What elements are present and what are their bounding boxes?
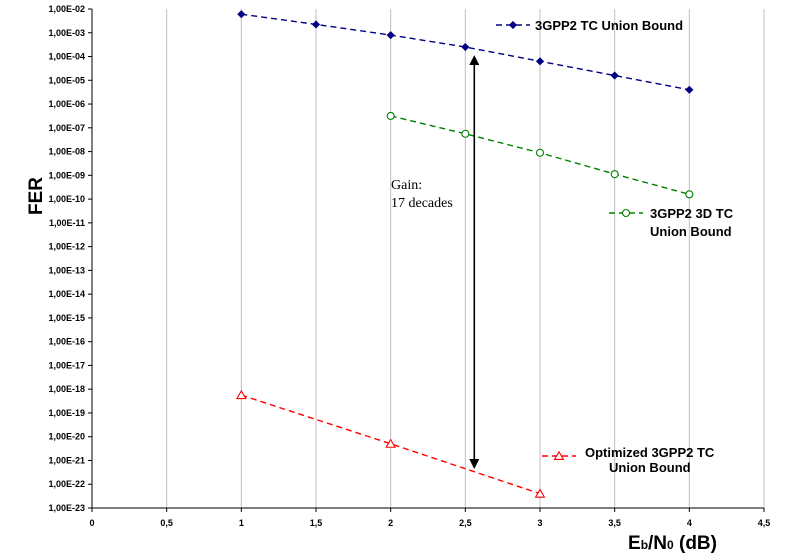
x-tick-labels: 0 0,5 1 1,5 2 2,5 3 3,5 4 4,5 [89,518,770,528]
legend-item-2: 3GPP2 3D TC Union Bound [609,206,734,239]
data-point [535,148,545,157]
x-axis-label-n: /N [648,533,667,554]
x-tick-label: 0,5 [160,518,173,528]
x-axis-label: Eb/N0 (dB) [628,533,717,554]
legend-label: Optimized 3GPP2 TC [585,445,715,460]
legend-swatch-marker [621,208,631,218]
x-axis-label-e: E [628,533,641,554]
data-point [685,85,694,94]
data-point [237,10,246,19]
data-point [461,129,470,138]
y-tick-label: 1,00E-18 [48,384,85,394]
x-axis-label-unit: (dB) [674,533,717,554]
x-tick-label: 1,5 [310,518,323,528]
data-point [235,389,247,400]
x-tick-label: 1 [239,518,244,528]
data-point [610,170,619,179]
y-tick-label: 1,00E-16 [48,337,85,347]
x-tick-label: 2 [388,518,393,528]
data-point [461,42,470,52]
x-tick-label: 4,5 [758,518,771,528]
x-tick-label: 4 [687,518,692,528]
legend-swatch-marker [508,20,518,30]
y-tick-label: 1,00E-21 [48,455,85,465]
plot-area [92,9,764,508]
y-tick-label: 1,00E-11 [49,218,85,228]
y-tick-label: 1,00E-14 [48,289,85,299]
y-tick-label: 1,00E-08 [48,147,85,157]
y-tick-label: 1,00E-06 [48,99,85,109]
y-tick-labels: 1,00E-02 1,00E-03 1,00E-04 1,00E-05 1,00E-06… [48,4,85,513]
legend: 3GPP2 TC Union Bound 3GPP2 3D TC Union Bou… [496,18,734,475]
data-point [535,57,545,66]
y-tick-label: 1,00E-19 [48,408,85,418]
annotation-layer: Gain: 17 decades [391,55,480,470]
y-axis-label: FER [26,177,47,215]
series-2 [386,111,694,199]
axes [88,8,765,512]
data-point [685,190,694,199]
y-tick-label: 1,00E-04 [48,52,85,62]
y-tick-label: 1,00E-02 [48,4,85,14]
y-tick-label: 1,00E-15 [48,313,85,323]
data-point [610,71,619,80]
series-line [241,394,541,495]
data-point [534,488,546,498]
legend-item-1: 3GPP2 TC Union Bound [496,18,683,33]
y-tick-label: 1,00E-10 [48,194,85,204]
legend-label: 3GPP2 TC Union Bound [535,18,683,33]
y-tick-label: 1,00E-23 [48,503,85,513]
x-axis-label-sub-b: b [641,538,648,552]
legend-label: Union Bound [609,460,691,475]
y-tick-label: 1,00E-17 [48,360,85,370]
y-tick-label: 1,00E-05 [48,75,85,85]
x-axis-label-sub-0: 0 [667,538,674,552]
x-tick-label: 3 [537,518,542,528]
series-1 [237,10,694,94]
gain-annotation-line-2: 17 decades [391,196,453,211]
legend-label: Union Bound [650,224,732,239]
y-tick-label: 1,00E-13 [48,265,85,275]
y-tick-label: 1,00E-07 [48,123,85,133]
data-point [311,20,321,29]
data-point [386,111,395,120]
series-layer [235,10,694,498]
y-tick-label: 1,00E-20 [48,432,85,442]
legend-swatch-marker [553,450,565,460]
y-tick-label: 1,00E-03 [48,28,85,38]
data-point [386,31,395,40]
x-tick-label: 2,5 [459,518,472,528]
gain-annotation-line-1: Gain: [391,178,422,193]
y-tick-label: 1,00E-12 [48,242,85,252]
grid [166,9,765,508]
x-tick-label: 3,5 [608,518,621,528]
series-3 [235,389,546,498]
legend-label: 3GPP2 3D TC [650,206,734,221]
y-tick-label: 1,00E-22 [48,479,85,489]
x-tick-label: 0 [89,518,94,528]
y-tick-label: 1,00E-09 [48,170,85,180]
data-point [385,438,397,448]
